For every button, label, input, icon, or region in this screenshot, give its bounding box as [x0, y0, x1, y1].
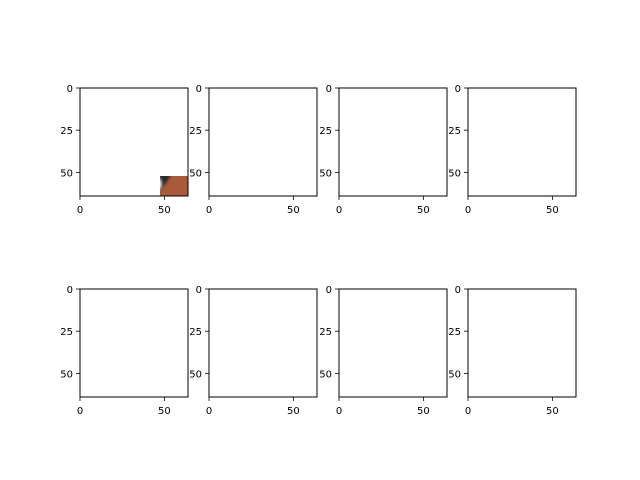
axes-frame	[467, 87, 577, 197]
y-tick-label: 25	[60, 327, 73, 338]
y-tick-label: 50	[60, 168, 73, 179]
y-tick-label: 50	[448, 369, 461, 380]
y-tick-label: 25	[60, 126, 73, 137]
y-tick-label: 0	[67, 84, 73, 95]
y-tick-label: 25	[189, 327, 202, 338]
y-tick-label: 50	[448, 168, 461, 179]
axes-frame	[79, 87, 189, 197]
subplot-reconstruction-4: 0 50 0 25 50	[448, 285, 577, 417]
image-original-3	[339, 88, 452, 197]
x-tick-label: 50	[546, 406, 559, 417]
image-original-2	[209, 88, 317, 196]
y-tick-label: 50	[189, 168, 202, 179]
y-tick-label: 25	[189, 126, 202, 137]
subplot-reconstruction-3: 0 50 0 25 50	[319, 285, 448, 417]
axes-frame	[338, 87, 448, 197]
y-tick-label: 50	[189, 369, 202, 380]
x-tick-label: 0	[206, 205, 212, 216]
x-tick-label: 0	[336, 205, 342, 216]
subplot-original-4: 0 50 0 25 50	[448, 84, 577, 216]
y-tick-label: 25	[448, 126, 461, 137]
x-tick-label: 0	[336, 406, 342, 417]
x-tick-label: 50	[158, 205, 171, 216]
x-tick-label: 50	[158, 406, 171, 417]
subplot-reconstruction-2: 0 50 0 25 50	[189, 285, 318, 417]
image-reconstruction-4	[468, 289, 576, 397]
x-tick-label: 0	[465, 406, 471, 417]
axes-frame	[79, 288, 189, 398]
y-tick-label: 0	[455, 84, 461, 95]
y-tick-label: 0	[196, 285, 202, 296]
x-tick-label: 50	[546, 205, 559, 216]
y-tick-label: 50	[319, 168, 332, 179]
subplot-reconstruction-1: 0 50 0 25 50	[60, 285, 189, 417]
y-tick-label: 0	[67, 285, 73, 296]
image-original-1	[160, 176, 188, 196]
subplot-original-2: 0 50 0 25 50	[189, 84, 318, 216]
x-tick-label: 0	[206, 406, 212, 417]
x-tick-label: 50	[287, 406, 300, 417]
axes-frame	[338, 288, 448, 398]
axes-frame	[208, 288, 318, 398]
image-reconstruction-1	[80, 289, 188, 397]
x-tick-label: 50	[287, 205, 300, 216]
y-tick-label: 0	[326, 84, 332, 95]
image-reconstruction-2	[209, 289, 317, 397]
y-tick-label: 0	[326, 285, 332, 296]
x-tick-label: 50	[417, 205, 430, 216]
x-tick-label: 0	[77, 406, 83, 417]
y-tick-label: 0	[196, 84, 202, 95]
y-tick-label: 25	[319, 126, 332, 137]
axes-frame	[208, 87, 318, 197]
image-reconstruction-3	[339, 289, 447, 397]
y-tick-label: 25	[448, 327, 461, 338]
y-tick-label: 50	[319, 369, 332, 380]
y-tick-label: 25	[319, 327, 332, 338]
subplot-original-3: 0 50 0 25 50	[319, 84, 452, 216]
y-tick-label: 0	[455, 285, 461, 296]
axes-frame	[467, 288, 577, 398]
x-tick-label: 0	[465, 205, 471, 216]
y-tick-label: 50	[60, 369, 73, 380]
x-tick-label: 0	[77, 205, 83, 216]
x-tick-label: 50	[417, 406, 430, 417]
image-original-4	[468, 88, 576, 196]
subplot-original-1: 0 50 0 25 50	[60, 84, 189, 216]
